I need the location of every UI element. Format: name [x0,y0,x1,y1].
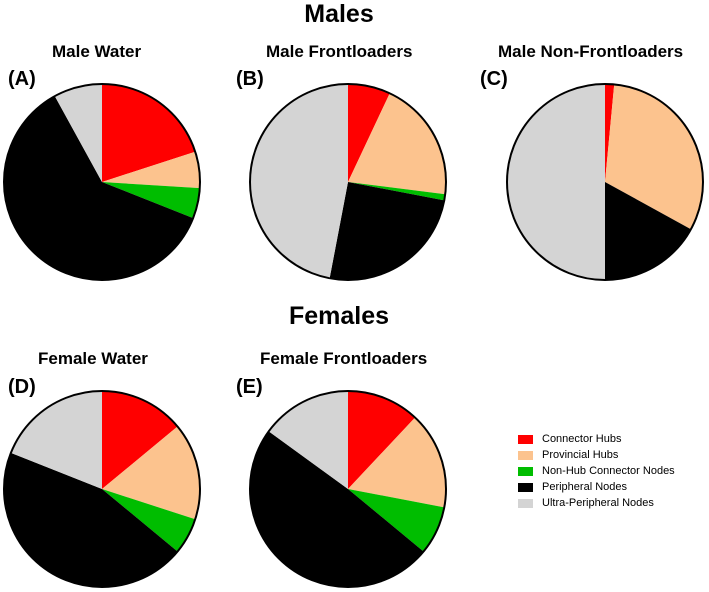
legend-swatch [518,450,533,460]
legend-label: Provincial Hubs [542,449,619,461]
pie-slice-non-hub-connector-nodes [102,182,200,219]
legend-item-non-hub-connector-nodes: Non-Hub Connector Nodes [518,463,703,479]
panel-e-label: (E) [236,376,263,398]
females-heading: Females [288,302,390,330]
pie-chart-e [249,390,447,588]
pie-outline [3,83,201,281]
pie-chart-a [3,83,201,281]
legend-swatch [518,434,533,444]
panel-c-title: Male Non-Frontloaders [498,42,684,61]
panel-c-label: (C) [480,68,508,90]
pie-slice-ultra-peripheral-nodes [268,391,348,489]
pie-slice-connector-hubs [605,83,615,182]
pie-slice-non-hub-connector-nodes [348,182,446,201]
legend-swatch [518,482,533,492]
pie-slice-non-hub-connector-nodes [348,489,445,552]
panel-a-title: Male Water [52,42,142,61]
pie-slice-connector-hubs [348,391,416,489]
pie-outline [249,83,447,281]
panel-d-title: Female Water [38,349,148,368]
pie-slice-ultra-peripheral-nodes [250,84,348,279]
pie-slice-peripheral-nodes [250,431,424,587]
pie-slice-ultra-peripheral-nodes [10,391,103,489]
legend-item-ultra-peripheral-nodes: Ultra-Peripheral Nodes [518,495,703,511]
males-heading: Males [304,0,374,28]
legend-swatch [518,466,533,476]
panel-a-label: (A) [8,68,36,90]
panel-d-label: (D) [8,376,36,398]
pie-slice-ultra-peripheral-nodes [507,84,605,280]
pie-slice-provincial-hubs [605,84,704,230]
legend-label: Ultra-Peripheral Nodes [542,497,654,509]
legend-label: Non-Hub Connector Nodes [542,465,675,477]
panel-b-label: (B) [236,68,264,90]
legend-swatch [518,498,533,508]
pie-outline [249,390,447,588]
pie-slice-peripheral-nodes [3,452,178,588]
legend-item-connector-hubs: Connector Hubs [518,431,703,447]
panel-b-title: Male Frontloaders [266,42,413,61]
pie-slice-peripheral-nodes [4,96,194,280]
pie-slice-provincial-hubs [102,426,200,520]
legend-item-peripheral-nodes: Peripheral Nodes [518,479,703,495]
pie-slice-provincial-hubs [348,417,446,508]
pie-outline [3,390,201,588]
pie-chart-b [249,83,447,281]
legend-label: Connector Hubs [542,433,622,445]
pie-slice-connector-hubs [348,84,390,182]
pie-slice-ultra-peripheral-nodes [54,84,102,182]
legend: Connector Hubs Provincial Hubs Non-Hub C… [518,431,703,511]
pie-slice-connector-hubs [102,84,196,182]
panel-e-title: Female Frontloaders [260,349,428,368]
pie-slice-non-hub-connector-nodes [102,489,196,552]
pie-chart-d [3,390,201,588]
pie-outline [506,83,704,281]
pie-slice-peripheral-nodes [329,182,445,280]
legend-label: Peripheral Nodes [542,481,627,493]
pie-chart-c [506,83,704,281]
legend-item-provincial-hubs: Provincial Hubs [518,447,703,463]
pie-slice-connector-hubs [102,391,178,489]
pie-slice-provincial-hubs [102,151,201,189]
